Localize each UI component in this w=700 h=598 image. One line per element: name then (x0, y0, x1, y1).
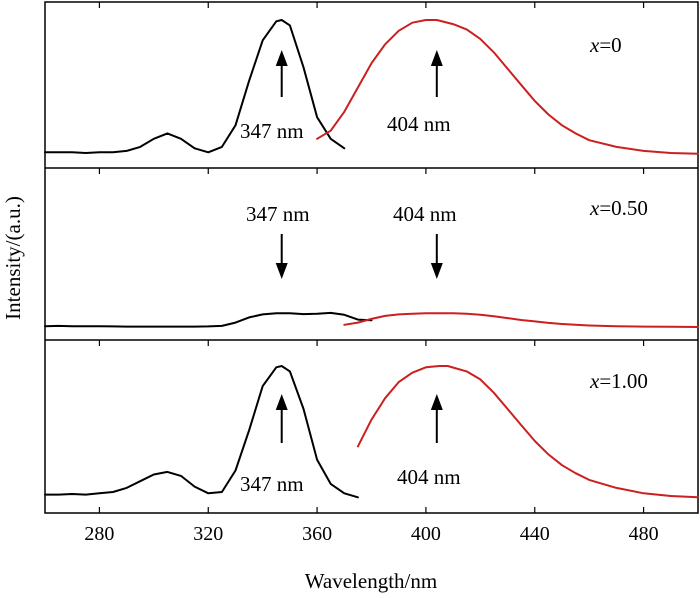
panel-label-value: =0 (599, 33, 621, 57)
x-axis-ticks: 280 320 360 400 440 480 (84, 2, 659, 545)
excitation-spectrum-line (44, 311, 373, 328)
x-tick-label: 480 (629, 523, 659, 545)
panel-label-value: =0.50 (599, 196, 648, 220)
panel-label-prefix: x (589, 33, 600, 57)
panel-x050: x=0.50 347 nm 404 nm (44, 196, 699, 328)
x-tick-label: 280 (84, 523, 114, 545)
panel-label-prefix: x (589, 369, 600, 393)
panel-label-x0: x=0 (589, 33, 622, 57)
peak-label-404-x100: 404 nm (397, 465, 461, 489)
x-tick-label: 320 (193, 523, 223, 545)
peak-label-347-x0: 347 nm (240, 119, 304, 143)
peak-label-347-x050: 347 nm (246, 202, 310, 226)
panel-label-prefix: x (589, 196, 600, 220)
peak-label-404-x0: 404 nm (387, 112, 451, 136)
panel-label-value: =1.00 (599, 369, 648, 393)
arrow-up-icon (430, 394, 443, 410)
emission-spectrum-line (316, 19, 699, 155)
arrow-up-icon (275, 394, 288, 410)
panel-x100: x=1.00 347 nm 404 nm (44, 365, 699, 499)
peak-label-404-x050: 404 nm (393, 202, 457, 226)
excitation-spectrum-line (44, 19, 346, 154)
x-tick-label: 440 (520, 523, 550, 545)
emission-spectrum-line (343, 312, 699, 328)
arrow-up-icon (275, 50, 288, 66)
panel-x0: x=0 347 nm 404 nm (44, 19, 699, 155)
x-tick-label: 360 (302, 523, 332, 545)
arrow-up-icon (430, 50, 443, 66)
emission-spectrum-line (356, 365, 699, 499)
arrow-down-icon (275, 263, 288, 279)
x-tick-label: 400 (411, 523, 441, 545)
x-axis-label: Wavelength/nm (305, 569, 437, 593)
y-axis-label: Intensity/(a.u.) (1, 196, 25, 320)
excitation-spectrum-line (44, 365, 359, 499)
plot-frame (44, 1, 699, 514)
peak-label-347-x100: 347 nm (240, 472, 304, 496)
panel-label-x100: x=1.00 (589, 369, 648, 393)
arrow-down-icon (430, 263, 443, 279)
panel-label-x050: x=0.50 (589, 196, 648, 220)
